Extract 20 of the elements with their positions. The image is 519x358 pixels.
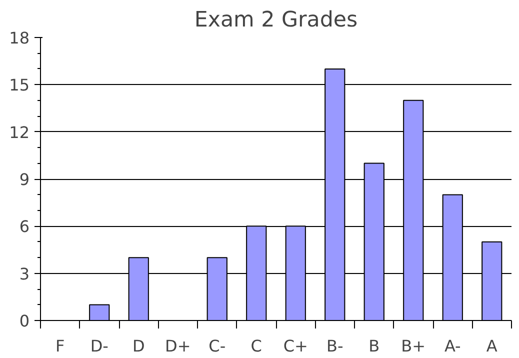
x-tick-label: F	[56, 336, 65, 356]
x-tick-label: C	[250, 336, 262, 356]
y-tick-label: 15	[9, 76, 30, 95]
chart-title: Exam 2 Grades	[194, 8, 358, 32]
x-tick-label: D	[132, 336, 145, 356]
y-tick-label: 3	[19, 264, 30, 284]
x-tick-label: B	[368, 336, 380, 356]
x-tick-label: B-	[326, 336, 344, 356]
y-tick-label: 9	[19, 170, 30, 189]
x-tick-label: C-	[208, 336, 226, 356]
x-tick-label: B+	[401, 336, 426, 356]
y-tick-label: 18	[9, 28, 30, 48]
x-tick-label: C+	[283, 336, 308, 356]
x-tick-label: D-	[90, 336, 108, 356]
y-tick-label: 12	[9, 122, 30, 142]
x-tick-label: D+	[165, 336, 191, 356]
x-tick-label: A-	[444, 336, 461, 356]
y-tick-label: 0	[19, 312, 30, 330]
y-tick-label: 6	[19, 217, 30, 236]
x-tick-label: A	[486, 336, 498, 356]
